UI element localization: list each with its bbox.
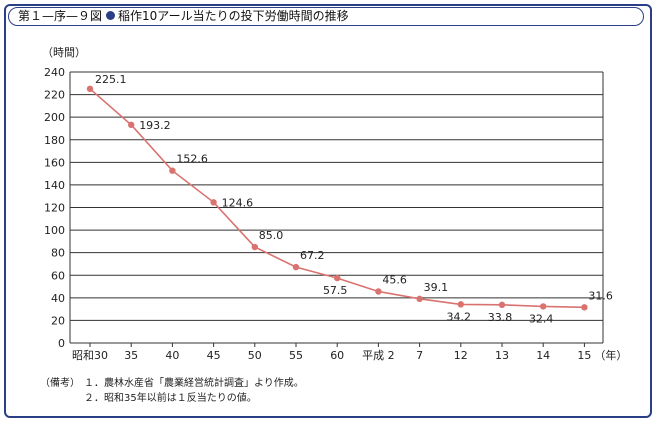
x-tick-label: 35 [124, 349, 138, 362]
figure-title-text: 稲作10アール当たりの投下労働時間の推移 [118, 9, 349, 23]
x-tick-label: 45 [207, 349, 221, 362]
y-tick-label: 200 [44, 111, 65, 124]
x-tick-label: 14 [536, 349, 550, 362]
data-label: 34.2 [447, 310, 472, 323]
data-point [169, 167, 176, 174]
y-axis-unit-label: （時間） [42, 46, 86, 59]
figure-frame [4, 4, 652, 418]
data-label: 39.1 [424, 281, 449, 294]
data-label: 33.8 [488, 311, 513, 324]
figure-number: 第１—序—９図 [18, 9, 103, 23]
note-row: （備考） １．農林水産省「農業経営統計調査」より作成。 [40, 376, 304, 391]
y-tick-label: 100 [44, 224, 65, 237]
data-label: 31.6 [588, 289, 613, 302]
data-label: 57.5 [323, 284, 348, 297]
tick-label-layer: 0 20 40 60 80 100 120 140 160 180 200 220 240 昭和30 35 4… [44, 66, 627, 362]
data-label: 225.1 [95, 73, 127, 86]
data-label: 45.6 [382, 274, 407, 287]
x-tick-label: 12 [454, 349, 468, 362]
title-bar [8, 7, 644, 26]
bullet-icon [106, 11, 116, 20]
data-point-layer [86, 85, 588, 311]
figure-title: 第１—序—９図 稲作10アール当たりの投下労働時間の推移 [18, 9, 349, 24]
data-label: 193.2 [139, 119, 171, 132]
data-point [251, 243, 258, 251]
data-point [86, 85, 94, 93]
note-item: ２．昭和35年以前は１反当たりの値。 [84, 393, 257, 404]
data-point [498, 301, 506, 309]
data-point [128, 121, 135, 129]
data-point [581, 304, 588, 311]
note-item: １．農林水産省「農業経営統計調査」より作成。 [84, 378, 304, 389]
x-tick-label: 平成 2 [362, 349, 395, 362]
y-tick-label: 140 [44, 179, 65, 192]
data-point [292, 263, 300, 271]
x-tick-label: 15 [577, 349, 591, 362]
x-tick-label: 7 [416, 349, 423, 362]
notes: （備考） １．農林水産省「農業経営統計調査」より作成。 ２．昭和35年以前は１反当… [40, 376, 304, 406]
y-tick-label: 120 [44, 202, 65, 215]
x-tick-label: 50 [248, 349, 262, 362]
data-point [540, 303, 547, 310]
x-tick-label: 40 [165, 349, 179, 362]
x-tick-label: 13 [495, 349, 509, 362]
data-label-layer: 225.1 193.2 152.6 124.6 85.0 67.2 57.5 45.6 39.1… [95, 73, 613, 326]
data-label: 67.2 [300, 249, 325, 262]
grid-layer [69, 71, 604, 347]
y-tick-label: 20 [51, 314, 65, 327]
note-row: ２．昭和35年以前は１反当たりの値。 [40, 391, 304, 406]
data-point [416, 295, 423, 303]
y-tick-label: 240 [44, 66, 65, 79]
data-label: 124.6 [222, 196, 254, 209]
y-tick-label: 220 [44, 89, 65, 102]
y-tick-label: 0 [58, 337, 65, 350]
y-tick-label: 60 [51, 269, 65, 282]
y-tick-label: 80 [51, 247, 65, 260]
data-point [457, 301, 464, 308]
data-label: 85.0 [259, 229, 284, 242]
notes-label: （備考） [40, 378, 80, 389]
data-point [210, 199, 217, 206]
x-axis-unit-label: （年） [594, 348, 627, 362]
data-point [375, 288, 382, 295]
y-tick-label: 40 [51, 292, 65, 305]
data-point [334, 274, 341, 282]
x-tick-label: 昭和30 [72, 349, 108, 362]
x-tick-label: 55 [289, 349, 303, 362]
data-label: 32.4 [529, 312, 554, 325]
x-tick-label: 60 [330, 349, 344, 362]
data-label: 152.6 [176, 153, 208, 166]
y-tick-label: 160 [44, 156, 65, 169]
y-tick-label: 180 [44, 134, 65, 147]
